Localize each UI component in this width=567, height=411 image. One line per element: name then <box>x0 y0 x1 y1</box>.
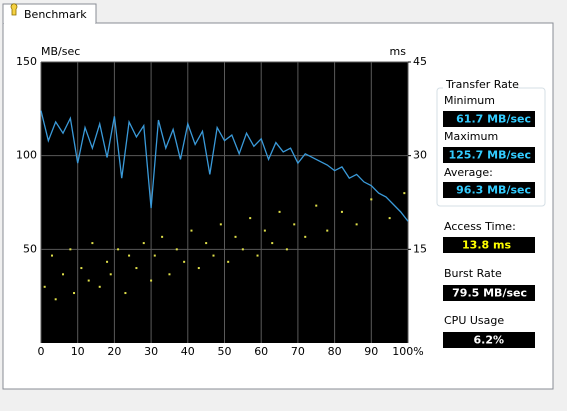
access-time-point <box>326 229 329 232</box>
access-time-point <box>285 248 288 251</box>
transfer-rate-line <box>40 110 409 222</box>
stat-value: 61.7 MB/sec <box>456 113 531 126</box>
access-time-point <box>340 210 343 213</box>
stat-label: Access Time: <box>444 220 516 233</box>
access-time-point <box>304 235 307 238</box>
access-time-point <box>355 223 358 226</box>
plot <box>40 61 409 343</box>
y2-tick-label: 30 <box>413 149 427 162</box>
stat-value: 6.2% <box>473 334 504 347</box>
x-tick-label: 0 <box>38 345 45 358</box>
access-time-point <box>227 260 230 263</box>
access-time-point <box>234 235 237 238</box>
stat-box <box>443 182 535 198</box>
stat-label: CPU Usage <box>444 314 504 327</box>
access-time-point <box>43 285 46 288</box>
access-time-point <box>153 254 156 257</box>
access-time-point <box>109 273 112 276</box>
stat-value: 96.3 MB/sec <box>456 184 531 197</box>
stat-box <box>443 111 535 127</box>
stat-box <box>443 332 535 348</box>
access-time-point <box>271 242 274 245</box>
x-tick-label: 70 <box>291 345 305 358</box>
stat-value: 125.7 MB/sec <box>449 149 532 162</box>
access-time-point <box>135 267 138 270</box>
access-time-point <box>117 248 120 251</box>
y2-tick-label: 15 <box>413 242 427 255</box>
stats-panel: Transfer Rate Minimum 61.7 MB/sec Maximu… <box>436 78 546 348</box>
y-tick-label: 150 <box>16 55 37 68</box>
stat-label: Minimum <box>444 94 495 107</box>
access-time-point <box>190 229 193 232</box>
group-title-bg <box>443 78 517 92</box>
y-axis-label: MB/sec <box>41 45 80 58</box>
access-time-point <box>205 242 208 245</box>
access-time-point <box>219 223 222 226</box>
access-time-point <box>87 279 90 282</box>
access-time-point <box>150 279 153 282</box>
access-time-point <box>62 273 65 276</box>
access-time-point <box>98 285 101 288</box>
access-time-point <box>54 298 57 301</box>
access-time-point <box>51 254 54 257</box>
y2-axis-label: ms <box>390 45 407 58</box>
y-tick-label: 50 <box>23 242 37 255</box>
access-time-point <box>142 242 145 245</box>
stat-label: Average: <box>444 166 493 179</box>
stat-label: Maximum <box>444 130 498 143</box>
access-time-point <box>241 248 244 251</box>
access-time-point <box>403 192 406 195</box>
access-time-point <box>197 267 200 270</box>
access-time-point <box>315 204 318 207</box>
x-tick-label: 20 <box>107 345 121 358</box>
x-tick-label: 60 <box>254 345 268 358</box>
stat-box <box>443 285 535 301</box>
y-tick-label: 100 <box>16 149 37 162</box>
access-time-point <box>256 254 259 257</box>
stat-value: 79.5 MB/sec <box>452 287 527 300</box>
x-tick-label: 100% <box>392 345 423 358</box>
x-tick-label: 40 <box>181 345 195 358</box>
access-time-point <box>91 242 94 245</box>
tab-label[interactable]: Benchmark <box>24 8 87 21</box>
access-time-point <box>128 254 131 257</box>
x-tick-label: 80 <box>328 345 342 358</box>
stat-box <box>443 237 535 253</box>
access-time-point <box>168 273 171 276</box>
access-time-point <box>293 223 296 226</box>
access-time-point <box>106 260 109 263</box>
access-time-point <box>80 267 83 270</box>
access-time-point <box>278 210 281 213</box>
access-time-point <box>249 217 252 220</box>
access-time-point <box>388 217 391 220</box>
tab[interactable]: Benchmark <box>2 3 97 25</box>
access-time-point <box>263 229 266 232</box>
stat-value: 13.8 ms <box>462 239 511 252</box>
stat-box <box>443 147 535 163</box>
access-time-point <box>183 260 186 263</box>
access-time-point <box>69 248 72 251</box>
access-time-point <box>370 198 373 201</box>
y2-tick-label: 45 <box>413 55 427 68</box>
access-time-point <box>73 292 76 295</box>
access-time-point <box>161 235 164 238</box>
group-title: Transfer Rate <box>445 78 519 91</box>
access-time-point <box>124 292 127 295</box>
x-tick-label: 50 <box>218 345 232 358</box>
stat-label: Burst Rate <box>444 267 502 280</box>
access-time-point <box>175 248 178 251</box>
access-time-point <box>212 254 215 257</box>
x-tick-label: 90 <box>364 345 378 358</box>
x-tick-label: 10 <box>71 345 85 358</box>
x-tick-label: 30 <box>144 345 158 358</box>
